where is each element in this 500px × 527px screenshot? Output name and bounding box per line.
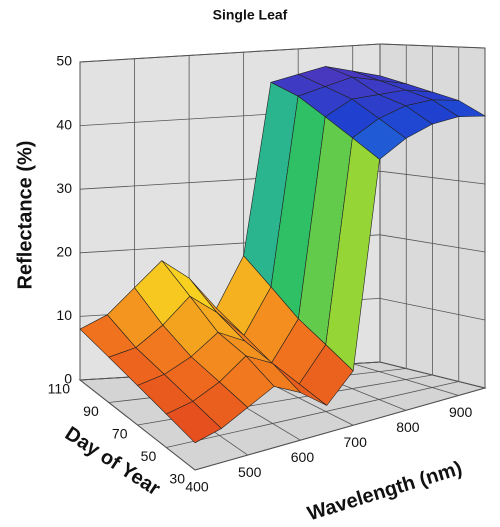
y-tick-label: 90 xyxy=(83,403,99,419)
z-tick-label: 30 xyxy=(56,180,72,196)
z-axis-label: Reflectance (%) xyxy=(14,141,36,290)
chart-title: Single Leaf xyxy=(213,7,288,23)
x-tick-label: 900 xyxy=(449,404,473,420)
x-tick-label: 800 xyxy=(396,419,420,435)
z-tick-label: 20 xyxy=(56,244,72,260)
y-tick-label: 70 xyxy=(112,426,128,442)
grid-line xyxy=(166,381,459,448)
y-tick-label: 110 xyxy=(48,381,71,397)
grid-line xyxy=(194,387,486,471)
y-tick-label: 30 xyxy=(169,471,185,487)
x-tick-label: 400 xyxy=(185,479,209,495)
grid-line xyxy=(79,43,381,63)
z-tick-label: 40 xyxy=(56,116,72,132)
x-tick-label: 600 xyxy=(291,449,315,465)
y-tick-label: 50 xyxy=(141,448,157,464)
z-tick-label: 0 xyxy=(64,371,72,387)
x-axis-label: Wavelength (nm) xyxy=(305,457,465,525)
z-tick-label: 50 xyxy=(56,53,72,69)
x-tick-label: 700 xyxy=(344,434,368,450)
z-tick-label: 10 xyxy=(56,307,72,323)
x-tick-label: 500 xyxy=(238,464,262,480)
surface-cell xyxy=(165,401,222,444)
